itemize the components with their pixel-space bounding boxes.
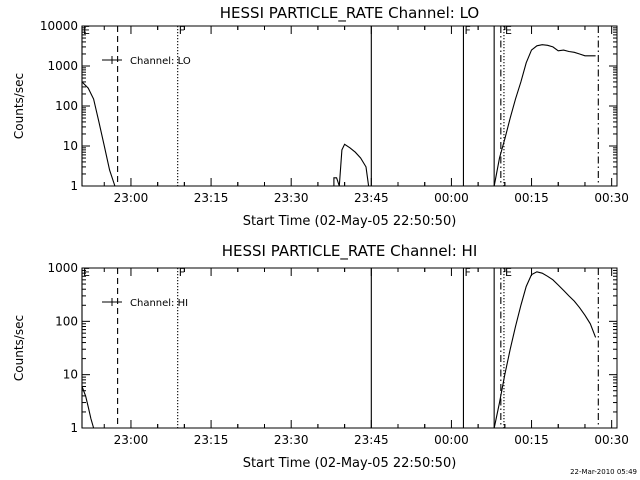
event-marker-label: E xyxy=(505,266,512,279)
x-tick-label: 00:15 xyxy=(514,191,549,205)
series-line-segment-2 xyxy=(333,143,370,187)
series-line-segment-1 xyxy=(81,386,95,429)
chart-title: HESSI PARTICLE_RATE Channel: HI xyxy=(222,242,478,261)
y-tick-label: 10000 xyxy=(40,19,78,33)
y-axis-label: Counts/sec xyxy=(12,315,26,381)
event-marker-label: F xyxy=(464,266,470,279)
chart-title: HESSI PARTICLE_RATE Channel: LO xyxy=(220,4,479,23)
y-tick-label: 1 xyxy=(70,179,78,193)
x-tick-label: 23:15 xyxy=(194,433,229,447)
series-line-segment-2 xyxy=(493,271,597,429)
y-tick-label: 1 xyxy=(70,421,78,435)
x-tick-label: 00:00 xyxy=(434,191,469,205)
x-tick-label: 23:45 xyxy=(354,433,389,447)
timestamp-label: 22-Mar-2010 05:49 xyxy=(570,468,637,476)
series-line-segment-3 xyxy=(493,44,596,187)
x-tick-label: 23:45 xyxy=(354,191,389,205)
x-axis-label: Start Time (02-May-05 22:50:50) xyxy=(243,456,457,471)
x-tick-label: 00:15 xyxy=(514,433,549,447)
event-marker-label: E xyxy=(83,266,90,279)
x-tick-label: 23:30 xyxy=(274,191,309,205)
event-marker-label: E xyxy=(83,24,90,37)
y-axis-label: Counts/sec xyxy=(12,73,26,139)
x-axis-label: Start Time (02-May-05 22:50:50) xyxy=(243,214,457,229)
x-tick-label: 23:30 xyxy=(274,433,309,447)
plot-frame xyxy=(81,25,618,187)
x-tick-label: 23:00 xyxy=(114,433,149,447)
x-tick-label: 00:30 xyxy=(594,433,629,447)
y-tick-label: 10 xyxy=(63,368,78,382)
event-marker-label: E xyxy=(505,24,512,37)
x-tick-label: 00:30 xyxy=(594,191,629,205)
event-marker-label: F xyxy=(179,266,185,279)
chart-hi-channel: HESSI PARTICLE_RATE Channel: HI 23:00 23:1… xyxy=(12,242,629,471)
legend-label: Channel: HI xyxy=(130,298,188,309)
chart-lo-channel: HESSI PARTICLE_RATE Channel: LO 23:00 23:1… xyxy=(12,4,629,229)
event-marker-label: F xyxy=(179,24,185,37)
legend-label: Channel: LO xyxy=(130,56,191,67)
y-tick-label: 1000 xyxy=(47,59,78,73)
event-marker-label: F xyxy=(464,24,470,37)
series-line-segment-1 xyxy=(81,81,116,187)
y-tick-label: 1000 xyxy=(47,261,78,275)
plot-frame xyxy=(81,267,618,429)
x-tick-label: 23:00 xyxy=(114,191,149,205)
x-tick-label: 00:00 xyxy=(434,433,469,447)
y-tick-label: 10 xyxy=(63,139,78,153)
y-tick-label: 100 xyxy=(55,314,78,328)
y-tick-label: 100 xyxy=(55,99,78,113)
x-tick-label: 23:15 xyxy=(194,191,229,205)
